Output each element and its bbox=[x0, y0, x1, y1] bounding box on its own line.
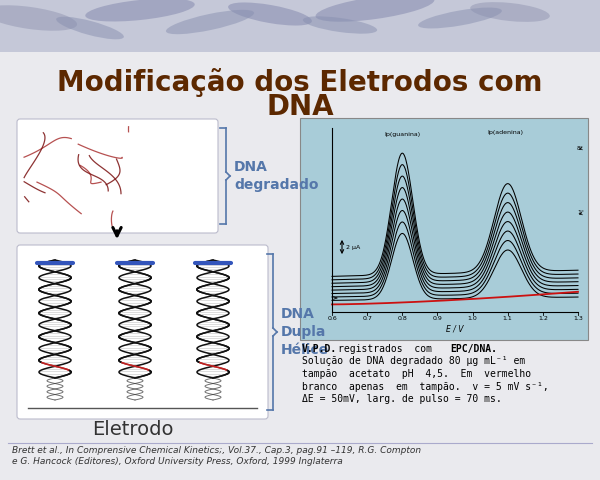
Text: E / V: E / V bbox=[446, 325, 464, 334]
Ellipse shape bbox=[228, 2, 312, 25]
Text: ΔE = 50mV, larg. de pulso = 70 ms.: ΔE = 50mV, larg. de pulso = 70 ms. bbox=[302, 394, 502, 404]
Ellipse shape bbox=[56, 17, 124, 39]
Text: 1.2: 1.2 bbox=[538, 316, 548, 321]
Ellipse shape bbox=[166, 10, 254, 34]
Bar bbox=[0, 0, 600, 52]
Text: 1.0: 1.0 bbox=[467, 316, 478, 321]
Ellipse shape bbox=[85, 0, 195, 22]
Text: Modificação dos Eletrodos com: Modificação dos Eletrodos com bbox=[57, 68, 543, 97]
Ellipse shape bbox=[0, 5, 77, 31]
Text: DNA: DNA bbox=[266, 93, 334, 121]
Text: Ip(adenina): Ip(adenina) bbox=[488, 130, 524, 135]
Text: EPC/DNA.: EPC/DNA. bbox=[450, 344, 497, 354]
Text: DNA
degradado: DNA degradado bbox=[234, 160, 319, 192]
Text: Solução de DNA degradado 80 µg mL⁻¹ em: Solução de DNA degradado 80 µg mL⁻¹ em bbox=[302, 357, 525, 367]
Text: 0.8: 0.8 bbox=[397, 316, 407, 321]
FancyBboxPatch shape bbox=[17, 119, 218, 233]
Text: 2 µA: 2 µA bbox=[346, 244, 360, 250]
Text: Eletrodo: Eletrodo bbox=[92, 420, 173, 439]
FancyBboxPatch shape bbox=[17, 245, 268, 419]
Text: 1°: 1° bbox=[577, 211, 584, 216]
Text: V.P.D.: V.P.D. bbox=[302, 344, 337, 354]
Bar bbox=[0, 52, 600, 480]
Text: 1.3: 1.3 bbox=[573, 316, 583, 321]
Text: registrados  com: registrados com bbox=[338, 344, 432, 354]
Text: 1.1: 1.1 bbox=[503, 316, 512, 321]
Text: Brett et al., In Comprensive Chemical Kinetics;, Vol.37., Cap.3, pag.91 –119, R.: Brett et al., In Comprensive Chemical Ki… bbox=[12, 446, 421, 455]
Text: 0.9: 0.9 bbox=[433, 316, 442, 321]
Text: 0.7: 0.7 bbox=[362, 316, 372, 321]
Text: 8°: 8° bbox=[577, 145, 584, 151]
Text: 0.6: 0.6 bbox=[327, 316, 337, 321]
Ellipse shape bbox=[303, 16, 377, 34]
Text: Ip(guanina): Ip(guanina) bbox=[384, 132, 421, 137]
Ellipse shape bbox=[418, 8, 502, 28]
Ellipse shape bbox=[316, 0, 434, 22]
Text: e G. Hancock (Editores), Oxford University Press, Oxford, 1999 Inglaterra: e G. Hancock (Editores), Oxford Universi… bbox=[12, 457, 343, 466]
Text: DNA
Dupla
Hélice: DNA Dupla Hélice bbox=[281, 307, 329, 358]
Bar bbox=[300, 118, 588, 340]
Text: tampão  acetato  pH  4,5.  Em  vermelho: tampão acetato pH 4,5. Em vermelho bbox=[302, 369, 531, 379]
Text: branco  apenas  em  tampão.  v = 5 mV s⁻¹,: branco apenas em tampão. v = 5 mV s⁻¹, bbox=[302, 382, 549, 392]
Ellipse shape bbox=[470, 2, 550, 22]
